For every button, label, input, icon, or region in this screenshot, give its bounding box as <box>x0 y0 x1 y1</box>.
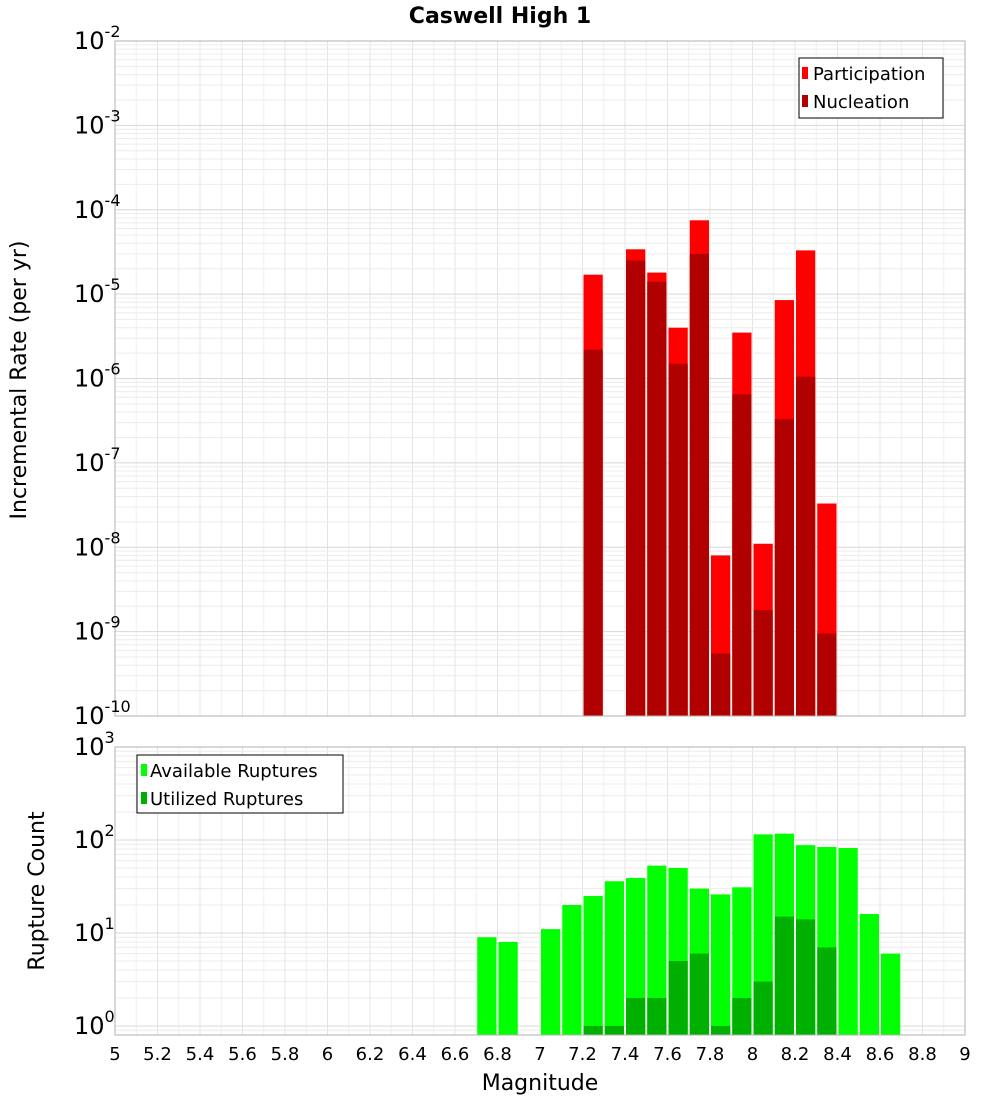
rate-y-ticks: 10-2 10-3 10-4 10-5 10-6 10-7 10-8 10-9 10-10 <box>74 22 131 730</box>
rate-legend: Participation Nucleation <box>798 57 944 119</box>
count-series-0-bar <box>626 878 646 1035</box>
count-series-0-bar <box>838 848 858 1035</box>
count-plot-frame <box>114 746 966 1036</box>
y-tick-label: 103 <box>74 728 115 761</box>
rate-series-1-bar <box>753 610 773 716</box>
x-tick-label: 6.4 <box>398 1044 427 1065</box>
rate-series-1-bar <box>626 260 646 716</box>
x-tick-label: 7.8 <box>696 1044 725 1065</box>
count-series-1-bar <box>817 947 837 1035</box>
rate-series-1-bar <box>796 376 816 716</box>
y-tick-label: 10-3 <box>74 106 121 139</box>
x-tick-label: 8 <box>747 1044 758 1065</box>
count-series-0-bar <box>477 937 497 1035</box>
legend-swatch-nucleation <box>802 95 808 107</box>
count-series-0-bar <box>859 914 879 1035</box>
x-tick-label: 7.2 <box>568 1044 597 1065</box>
y-tick-label: 101 <box>74 914 115 947</box>
legend-swatch-available <box>141 764 147 776</box>
rate-plot-frame <box>114 40 966 717</box>
count-series-0-bar <box>583 895 603 1035</box>
rate-series-1-bar <box>668 363 688 716</box>
count-legend: Available Ruptures Utilized Ruptures <box>136 754 344 814</box>
x-tick-label: 6.6 <box>441 1044 470 1065</box>
y-tick-label: 102 <box>74 821 115 854</box>
x-tick-label: 5 <box>109 1044 120 1065</box>
rate-y-axis-label: Incremental Rate (per yr) <box>7 241 32 520</box>
chart-title: Caswell High 1 <box>409 4 591 29</box>
rate-grid <box>114 40 966 717</box>
y-tick-label: 100 <box>74 1007 115 1040</box>
y-tick-label: 10-8 <box>74 528 121 561</box>
x-tick-label: 5.6 <box>228 1044 257 1065</box>
x-tick-label: 7.4 <box>611 1044 640 1065</box>
count-series-0-bar <box>498 942 518 1035</box>
x-tick-label: 8.4 <box>823 1044 852 1065</box>
y-tick-label: 10-9 <box>74 613 121 646</box>
x-tick-label: 6.2 <box>356 1044 385 1065</box>
count-series-1-bar <box>774 916 794 1035</box>
legend-label-utilized: Utilized Ruptures <box>150 789 303 810</box>
count-series-0-bar <box>647 865 667 1035</box>
y-tick-label: 10-7 <box>74 444 121 477</box>
y-tick-label: 10-2 <box>74 22 121 55</box>
rate-series-1-bar <box>583 349 603 716</box>
rate-series-1-bar <box>817 633 837 716</box>
legend-swatch-utilized <box>141 792 147 804</box>
x-ticks: 5 5.2 5.4 5.6 5.8 6 6.2 6.4 6.6 6.8 7 7.2 7.4 7.6 7.8 8… <box>109 1044 970 1065</box>
y-tick-label: 10-5 <box>74 275 121 308</box>
x-tick-label: 9 <box>959 1044 970 1065</box>
rate-legend-box <box>798 57 944 119</box>
count-panel: 103 102 101 100 5 5.2 5.4 5.6 5.8 6 6.2 6.4 6.6 6.8 7… <box>25 728 971 1096</box>
x-tick-label: 5.2 <box>143 1044 172 1065</box>
rate-series-1-bar <box>732 394 752 716</box>
count-series-0-bar <box>604 881 624 1035</box>
y-tick-label: 10-10 <box>74 697 131 730</box>
count-series-1-bar <box>626 997 646 1035</box>
count-series-1-bar <box>668 960 688 1035</box>
rate-bars <box>583 220 837 717</box>
x-tick-label: 7.6 <box>653 1044 682 1065</box>
count-series-0-bar <box>562 904 582 1035</box>
count-series-1-bar <box>647 997 667 1035</box>
count-series-0-bar <box>711 894 731 1035</box>
rate-panel: 10-2 10-3 10-4 10-5 10-6 10-7 10-8 10-9 10-10 In… <box>7 22 966 730</box>
x-tick-label: 7 <box>534 1044 545 1065</box>
x-tick-label: 5.4 <box>186 1044 215 1065</box>
count-y-axis-label: Rupture Count <box>25 811 50 971</box>
count-series-1-bar <box>796 919 816 1035</box>
x-tick-label: 8.2 <box>781 1044 810 1065</box>
count-series-1-bar <box>689 953 709 1035</box>
count-bars <box>477 833 901 1035</box>
x-axis-label: Magnitude <box>482 1071 599 1096</box>
x-tick-label: 8.8 <box>908 1044 937 1065</box>
rate-series-1-bar <box>689 253 709 716</box>
x-tick-label: 6.8 <box>483 1044 512 1065</box>
count-series-1-bar <box>604 1025 624 1035</box>
count-series-1-bar <box>711 1025 731 1035</box>
legend-swatch-participation <box>802 67 808 79</box>
count-series-1-bar <box>753 981 773 1035</box>
count-series-0-bar <box>881 953 901 1035</box>
count-y-ticks: 103 102 101 100 <box>74 728 115 1040</box>
count-series-1-bar <box>583 1025 603 1035</box>
rate-series-1-bar <box>711 653 731 716</box>
legend-label-participation: Participation <box>813 64 925 85</box>
count-legend-box <box>136 754 344 814</box>
count-series-0-bar <box>541 929 561 1035</box>
rate-series-1-bar <box>647 281 667 716</box>
x-tick-label: 8.6 <box>866 1044 895 1065</box>
count-series-1-bar <box>732 997 752 1035</box>
x-tick-label: 5.8 <box>271 1044 300 1065</box>
rate-series-1-bar <box>774 419 794 716</box>
x-tick-label: 6 <box>322 1044 333 1065</box>
legend-label-nucleation: Nucleation <box>813 92 909 113</box>
y-tick-label: 10-4 <box>74 191 121 224</box>
legend-label-available: Available Ruptures <box>150 761 318 782</box>
y-tick-label: 10-6 <box>74 360 121 393</box>
